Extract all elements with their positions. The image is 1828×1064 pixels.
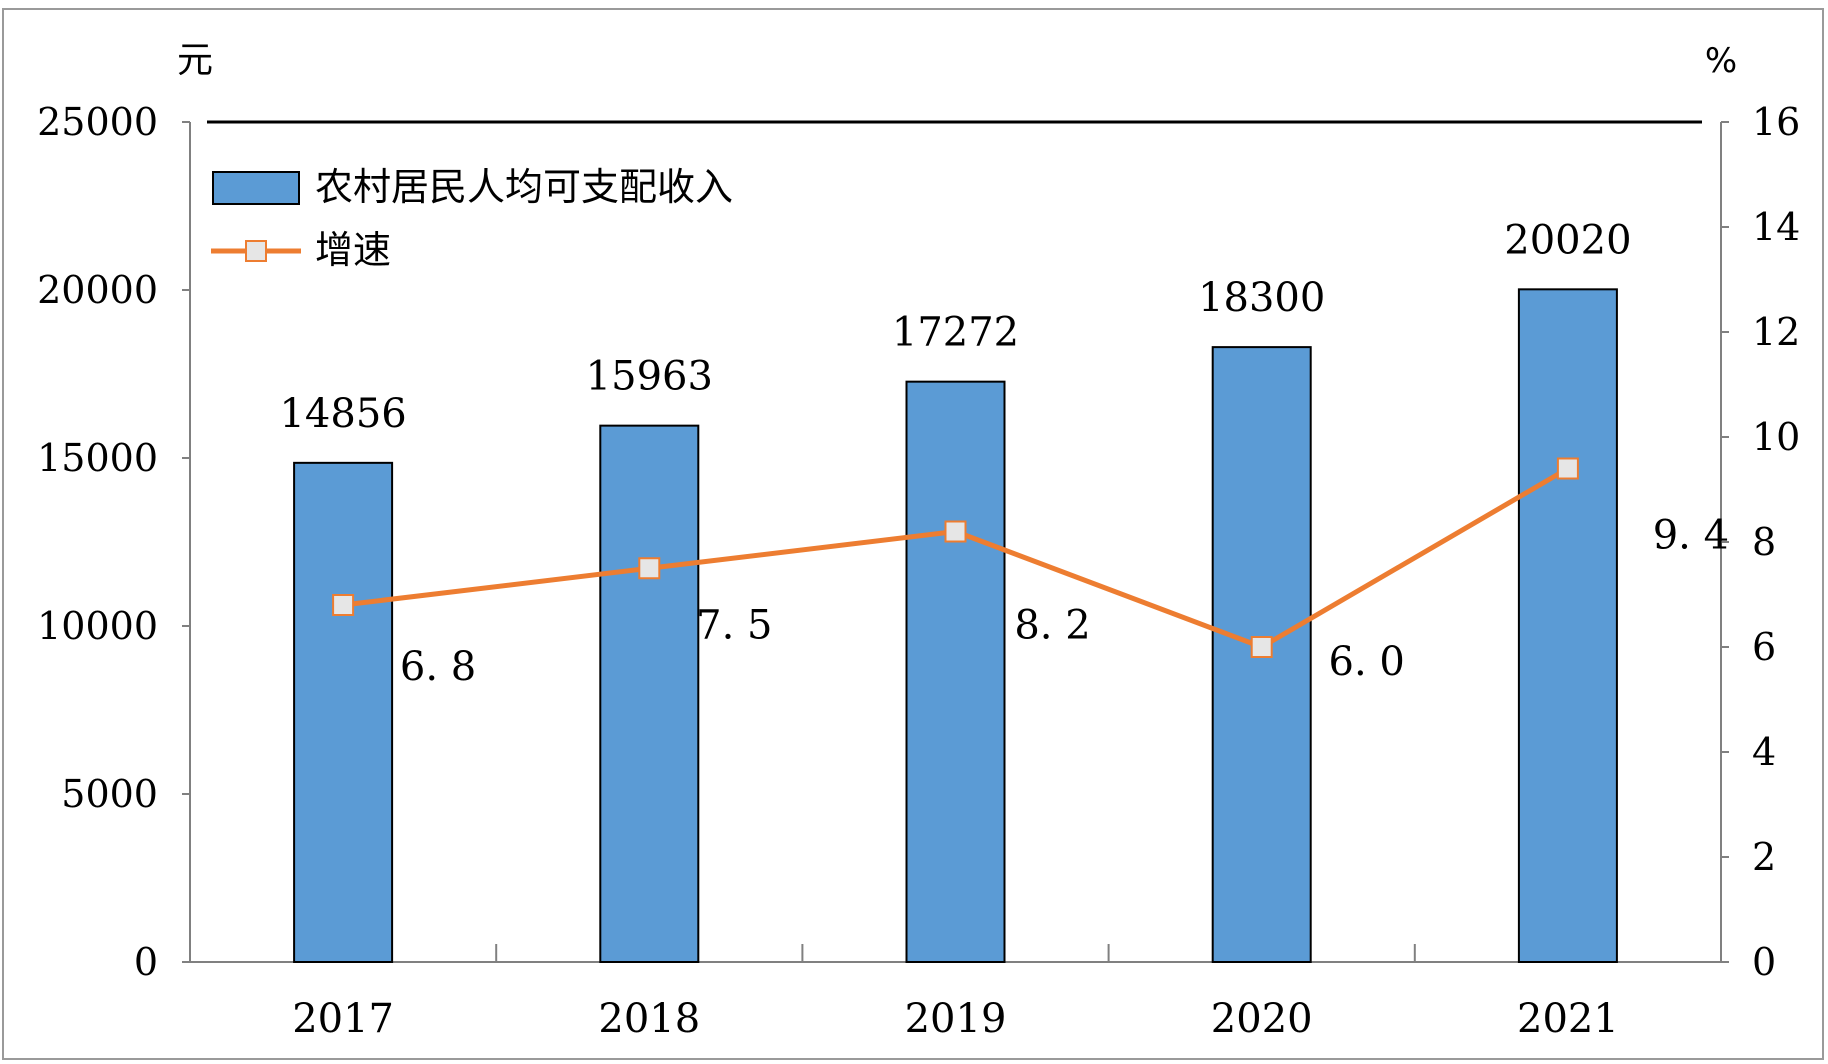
legend-bar-label: 农村居民人均可支配收入 — [315, 165, 733, 209]
bar-2021 — [1517, 288, 1618, 963]
bar-2019 — [905, 380, 1006, 963]
x-category-label: 2019 — [905, 996, 1007, 1042]
right-tick-label: 16 — [1752, 100, 1800, 144]
right-tick-label: 8 — [1752, 520, 1776, 564]
legend-line-marker — [245, 240, 267, 262]
growth-marker — [638, 557, 661, 580]
growth-marker — [332, 594, 355, 616]
x-category-label: 2021 — [1517, 996, 1619, 1042]
bar-2018 — [599, 424, 700, 963]
growth-value-label: 9. 4 — [1653, 513, 1729, 559]
right-tick-label: 0 — [1752, 940, 1776, 984]
x-category-label: 2018 — [598, 996, 700, 1042]
bar-value-label: 15963 — [586, 354, 713, 400]
bar-value-label: 17272 — [892, 310, 1019, 356]
bar-2017 — [293, 461, 394, 963]
growth-value-label: 6. 8 — [400, 644, 476, 690]
right-axis-unit: % — [1705, 41, 1737, 81]
right-tick-label: 2 — [1752, 835, 1776, 879]
growth-marker — [1556, 457, 1579, 480]
growth-marker — [944, 520, 967, 543]
left-tick-label: 5000 — [61, 772, 158, 816]
left-tick-label: 15000 — [37, 436, 158, 480]
left-tick-label: 20000 — [37, 268, 158, 312]
left-tick-label: 10000 — [37, 604, 158, 648]
right-tick-label: 12 — [1752, 310, 1800, 354]
legend-line-label: 增速 — [315, 228, 391, 272]
left-axis-unit: 元 — [177, 40, 213, 81]
bar-value-label: 14856 — [279, 391, 406, 437]
x-category-label: 2017 — [292, 996, 394, 1042]
growth-value-label: 8. 2 — [1014, 603, 1090, 649]
bar-value-label: 20020 — [1504, 217, 1631, 263]
left-tick-label: 0 — [134, 940, 158, 984]
right-tick-label: 6 — [1752, 625, 1776, 669]
right-tick-label: 10 — [1752, 415, 1800, 459]
growth-value-label: 7. 5 — [696, 602, 772, 648]
legend-bar-swatch — [212, 171, 300, 205]
left-tick-label: 25000 — [37, 100, 158, 144]
right-tick-label: 4 — [1752, 730, 1776, 774]
x-category-label: 2020 — [1211, 996, 1313, 1042]
right-tick-label: 14 — [1752, 205, 1800, 249]
growth-value-label: 6. 0 — [1329, 639, 1405, 685]
growth-marker — [1250, 636, 1273, 658]
bar-value-label: 18300 — [1198, 275, 1325, 321]
